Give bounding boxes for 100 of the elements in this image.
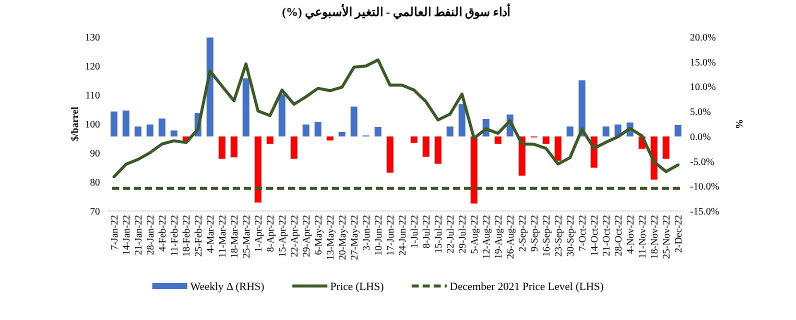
x-tick-label: 2-Sep-22: [518, 215, 528, 252]
x-tick-label: 16-Sep-22: [542, 215, 552, 257]
bar: [206, 37, 214, 136]
x-tick-label: 3-Jun-22: [362, 215, 372, 251]
bar: [254, 136, 262, 203]
bar: [602, 126, 610, 136]
bar: [446, 126, 454, 136]
x-tick-label: 22-Apr-22: [290, 215, 300, 258]
x-tick-label: 18-Feb-22: [182, 215, 192, 257]
x-tick-label: 1-Apr-22: [254, 215, 264, 252]
x-tick-label: 4-Feb-22: [158, 215, 168, 252]
x-tick-label: 2-Dec-22: [674, 215, 684, 253]
bar: [134, 126, 142, 136]
y2-tick-label: -10.0%: [690, 182, 720, 193]
x-tick-label: 5-Aug-22: [470, 215, 480, 254]
x-tick-label: 8-Jul-22: [422, 215, 432, 248]
bar: [146, 124, 154, 136]
x-tick-label: 14-Oct-22: [590, 215, 600, 256]
x-tick-label: 23-Sep-22: [554, 215, 564, 257]
bar: [554, 136, 562, 161]
legend-label: Price (LHS): [330, 281, 384, 293]
bar: [410, 136, 418, 143]
x-tick-label: 25-Feb-22: [194, 215, 204, 257]
x-tick-label: 15-Apr-22: [278, 215, 288, 258]
bar: [122, 110, 130, 136]
x-tick-label: 22-Jul-22: [446, 215, 456, 254]
x-tick-label: 25-Mar-22: [242, 215, 252, 258]
x-tick-label: 6-May-22: [314, 215, 324, 255]
bar: [302, 124, 310, 136]
y-tick-label: 120: [85, 62, 100, 72]
bar: [434, 136, 442, 164]
x-tick-label: 25-Nov-22: [662, 215, 672, 259]
x-tick-label: 28-Jan-22: [146, 215, 156, 255]
x-tick-label: 29-Apr-22: [302, 215, 312, 258]
x-tick-label: 7-Jan-22: [110, 215, 120, 250]
x-tick-label: 24-Jun-22: [398, 215, 408, 256]
bar: [374, 126, 382, 136]
bar: [578, 80, 586, 136]
x-tick-label: 9-Sep-22: [530, 215, 540, 252]
line-series: [112, 58, 680, 178]
bar: [662, 136, 670, 159]
x-tick-label: 29-Jul-22: [458, 215, 468, 254]
bar: [218, 136, 226, 159]
bar: [674, 124, 682, 136]
bar: [542, 136, 550, 144]
x-tick-label: 15-Jul-22: [434, 215, 444, 254]
bar: [422, 136, 430, 157]
x-tick-label: 17-Jun-22: [386, 215, 396, 256]
x-tick-label: 11-Mar-22: [218, 215, 228, 258]
y2-tick-label: 20.0%: [690, 32, 716, 44]
y2-tick-label: 5.0%: [690, 107, 711, 118]
y-axis-title: $/barrel: [70, 106, 81, 142]
x-tick-label: 21-Oct-22: [602, 215, 612, 256]
y2-tick-label: -15.0%: [690, 206, 720, 218]
x-tick-label: 4-Nov-22: [626, 215, 636, 254]
bar: [566, 126, 574, 136]
x-tick-label: 11-Feb-22: [170, 215, 180, 256]
bar: [494, 136, 502, 144]
bar: [314, 122, 322, 136]
bar: [230, 136, 238, 158]
x-tick-label: 7-Oct-22: [578, 215, 588, 252]
x-tick-label: 19-Aug-22: [494, 215, 504, 259]
x-tick-label: 1-Jul-22: [410, 215, 420, 248]
y2-tick-label: 0.0%: [690, 132, 711, 143]
bar: [170, 130, 178, 136]
y-tick-label: 90: [90, 148, 100, 160]
x-tick-label: 26-Aug-22: [506, 215, 516, 259]
bar: [470, 136, 478, 204]
x-tick-label: 18-Nov-22: [650, 215, 660, 259]
x-tick-label: 13-May-22: [326, 215, 336, 260]
y2-tick-label: -5.0%: [690, 156, 714, 168]
y2-tick-label: 15.0%: [690, 57, 716, 68]
bar: [242, 78, 250, 136]
y-tick-label: 110: [85, 90, 100, 102]
x-tick-label: 12-Aug-22: [482, 215, 492, 259]
bar: [458, 104, 466, 136]
x-tick-label: 27-May-22: [350, 215, 360, 260]
legend-label: December 2021 Price Level (LHS): [450, 281, 604, 293]
x-tick-label: 10-Jun-22: [374, 215, 384, 256]
bar: [158, 118, 166, 136]
x-tick-label: 28-Oct-22: [614, 215, 624, 256]
x-tick-label: 20-May-22: [338, 215, 348, 260]
bar: [386, 136, 394, 173]
chart-title: أداء سوق النفط العالمي - التغير الأسبوعي (%): [282, 4, 510, 20]
x-tick-label: 30-Sep-22: [566, 215, 576, 257]
y-tick-label: 70: [90, 206, 100, 218]
x-tick-label: 21-Jan-22: [134, 215, 144, 255]
bar: [350, 106, 358, 136]
y-tick-label: 130: [85, 32, 100, 44]
y-tick-label: 100: [85, 120, 100, 130]
x-tick-label: 4-Mar-22: [206, 215, 216, 254]
y-tick-label: 80: [90, 178, 100, 188]
y2-tick-label: 10.0%: [690, 82, 716, 94]
bar: [278, 94, 286, 136]
bar: [326, 136, 334, 140]
x-tick-label: 18-Mar-22: [230, 215, 240, 258]
bar: [110, 112, 118, 136]
x-tick-label: 8-Apr-22: [266, 215, 276, 252]
y2-axis-title: %: [733, 119, 744, 129]
x-tick-label: 14-Jan-22: [122, 215, 132, 255]
